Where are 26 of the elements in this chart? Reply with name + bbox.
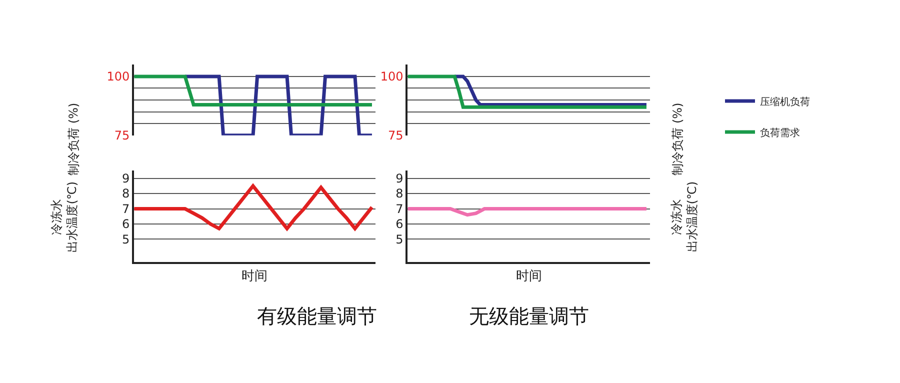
y-tick-label: 9 bbox=[396, 172, 404, 186]
y-tick-label: 5 bbox=[396, 232, 404, 246]
y-tick-label: 5 bbox=[122, 232, 130, 246]
y-tick-label: 6 bbox=[122, 217, 130, 232]
y-tick-label: 8 bbox=[396, 186, 404, 201]
y-tick-label: 75 bbox=[114, 128, 130, 143]
y-axis-title: 制冷负荷 (%) bbox=[670, 102, 684, 176]
line-series bbox=[408, 207, 648, 217]
y-axis-title: 制冷负荷 (%) bbox=[66, 102, 80, 176]
y-tick-label: 75 bbox=[388, 128, 404, 143]
legend-label: 压缩机负荷 bbox=[760, 96, 810, 108]
y-axis-title: 冷冻水出水温度(℃) bbox=[669, 181, 700, 252]
line-series bbox=[134, 184, 374, 230]
y-tick-label: 100 bbox=[106, 70, 130, 84]
text: 有级能量调节 bbox=[257, 304, 377, 328]
y-tick-label: 9 bbox=[122, 172, 130, 186]
y-tick-label: 100 bbox=[380, 70, 404, 84]
y-axis-title: 冷冻水出水温度(℃) bbox=[50, 181, 80, 252]
text: 无级能量调节 bbox=[469, 304, 589, 328]
x-axis-title: 时间 bbox=[242, 269, 268, 284]
y-tick-label: 8 bbox=[122, 186, 130, 201]
y-tick-label: 7 bbox=[396, 202, 404, 216]
y-tick-label: 7 bbox=[122, 202, 130, 216]
y-tick-label: 6 bbox=[396, 217, 404, 232]
x-axis-title: 时间 bbox=[516, 269, 542, 284]
legend-label: 负荷需求 bbox=[760, 126, 800, 139]
